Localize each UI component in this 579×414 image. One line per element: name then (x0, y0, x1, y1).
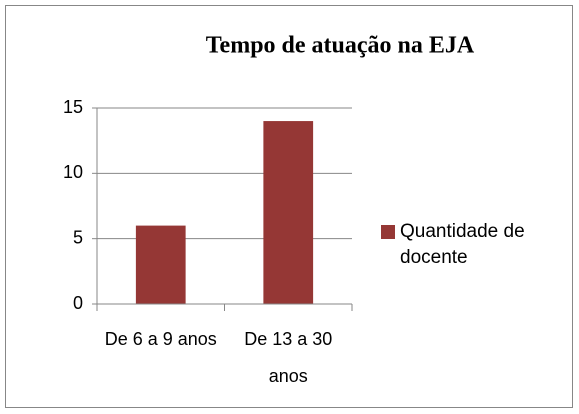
x-tick-label: De 13 a 30 anos (244, 329, 333, 386)
y-tick-label: 0 (73, 293, 83, 313)
x-tick-label: De 6 a 9 anos (104, 329, 217, 349)
y-tick-label: 15 (63, 97, 83, 117)
bar (135, 225, 186, 304)
legend-swatch (381, 225, 395, 239)
bar (263, 121, 314, 304)
y-tick-label: 5 (73, 227, 83, 247)
chart-title: Tempo de atuação na EJA (206, 33, 475, 59)
y-tick-label: 10 (63, 162, 83, 182)
legend-label: Quantidade de docente (400, 221, 525, 268)
